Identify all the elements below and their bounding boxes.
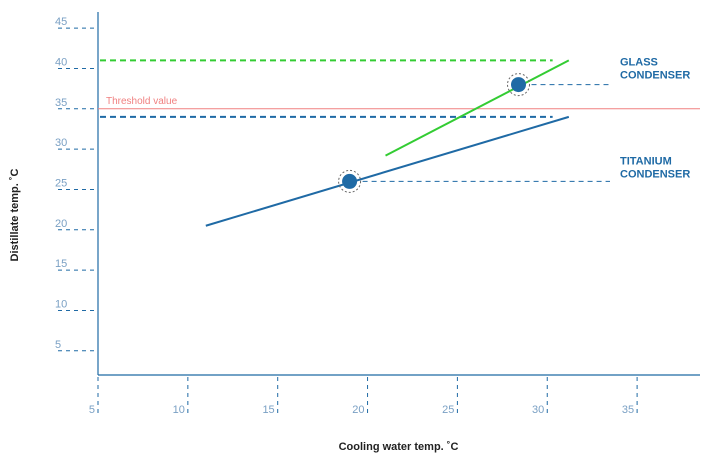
titanium-highlight-ring <box>338 169 362 193</box>
x-tick-label-10: 10 <box>173 404 185 416</box>
y-tick-label-45: 45 <box>55 16 67 28</box>
x-tick-label-15: 15 <box>262 404 274 416</box>
glass-highlight-ring <box>507 73 531 97</box>
x-tick-label-30: 30 <box>532 404 544 416</box>
y-tick-label-10: 10 <box>55 298 67 310</box>
y-tick-label-30: 30 <box>55 137 67 149</box>
x-tick-label-20: 20 <box>352 404 364 416</box>
x-tick-label-5: 5 <box>89 404 95 416</box>
x-axis-label-wrap: Cooling water temp. ˚C <box>0 441 717 453</box>
glass-series-line <box>385 59 570 157</box>
titanium-series-line <box>205 115 570 227</box>
titanium-label-line1: TITANIUM <box>620 155 672 167</box>
titanium-label-line2: CONDENSER <box>620 168 690 180</box>
y-axis-label: Distillate temp. ˚C <box>9 168 21 262</box>
y-tick-label-35: 35 <box>55 97 67 109</box>
y-tick-label-15: 15 <box>55 258 67 270</box>
titanium-highlight-point <box>342 173 358 189</box>
x-axis-label: Cooling water temp. ˚C <box>338 441 459 453</box>
glass-label-line1: GLASS <box>620 57 658 69</box>
glass-label-line2: CONDENSER <box>620 70 690 82</box>
y-tick-label-40: 40 <box>55 56 67 68</box>
x-tick-label-35: 35 <box>622 404 634 416</box>
y-tick-label-25: 25 <box>55 177 67 189</box>
y-tick-label-20: 20 <box>55 218 67 230</box>
glass-highlight-point <box>511 77 527 93</box>
threshold-label: Threshold value <box>106 96 178 107</box>
x-tick-label-25: 25 <box>442 404 454 416</box>
y-tick-label-5: 5 <box>55 339 61 351</box>
